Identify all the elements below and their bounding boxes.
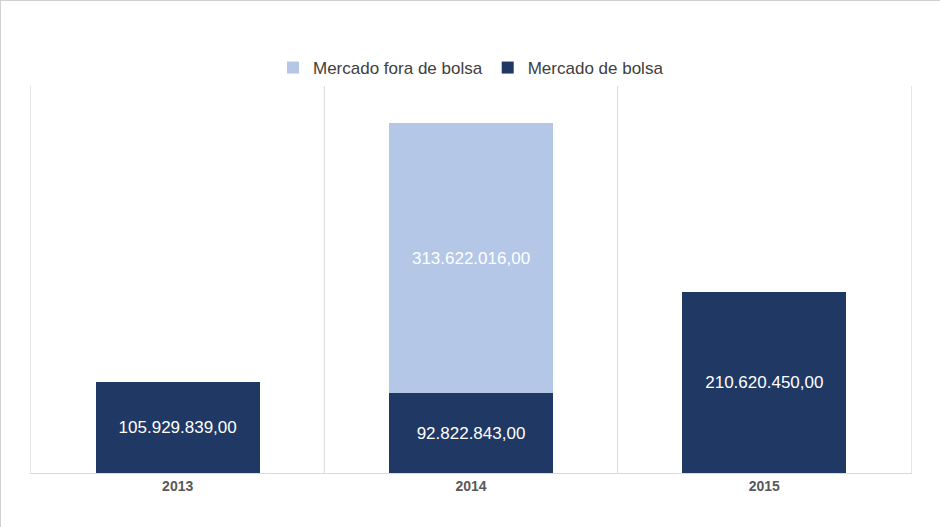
svg-text:2014: 2014 [455,478,486,494]
svg-text:2015: 2015 [749,478,780,494]
svg-text:Mercado de bolsa: Mercado de bolsa [528,59,664,78]
svg-text:Mercado fora de bolsa: Mercado fora de bolsa [313,59,483,78]
svg-text:92.822.843,00: 92.822.843,00 [417,424,526,443]
svg-text:313.622.016,00: 313.622.016,00 [412,249,530,268]
svg-text:105.929.839,00: 105.929.839,00 [119,418,237,437]
svg-text:210.620.450,00: 210.620.450,00 [705,373,823,392]
svg-text:2013: 2013 [162,478,193,494]
